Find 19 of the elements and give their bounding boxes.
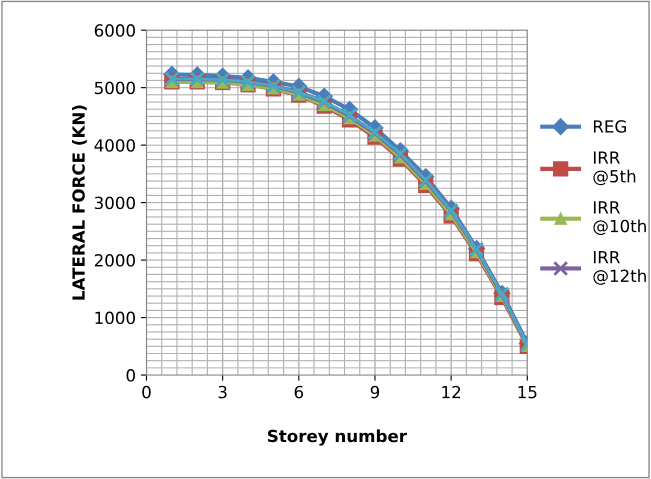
y-tick-label: 1000 — [95, 312, 135, 324]
y-tick-label: 4000 — [94, 139, 135, 152]
x-axis-title: Storey number — [268, 429, 407, 446]
y-tick-label: 5000 — [94, 82, 135, 94]
y-tick-label: 2000 — [94, 254, 135, 267]
x-tick-label: 0 — [142, 386, 151, 398]
x-tick-label: 15 — [518, 386, 536, 398]
x-tick-label: 9 — [370, 386, 380, 398]
y-axis-title: LATERAL FORCE (KN) — [72, 106, 87, 300]
y-tick-label: 3000 — [94, 196, 135, 210]
x-tick-label: 6 — [294, 386, 304, 398]
legend-label: IRR @5th — [593, 152, 636, 186]
legend-label: IRR @12th — [593, 251, 646, 285]
legend-label: IRR @10th — [593, 201, 646, 236]
x-tick-label: 3 — [218, 386, 227, 398]
y-tick-label: 6000 — [94, 24, 135, 37]
y-tick-label: 0 — [126, 369, 135, 382]
legend-label: REG — [594, 120, 626, 133]
x-tick-label: 12 — [442, 386, 460, 398]
